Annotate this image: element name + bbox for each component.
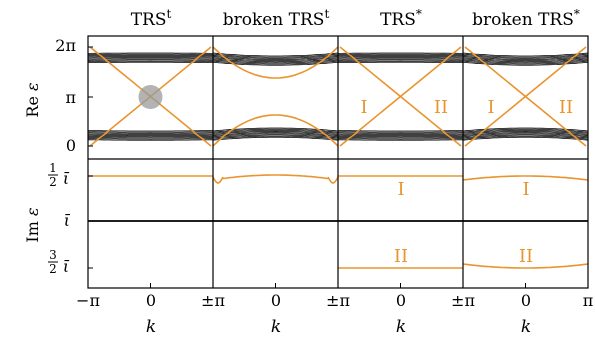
k-axis-label: k bbox=[396, 317, 406, 337]
orange-im-curve bbox=[222, 174, 329, 180]
k-tick-label: ±π bbox=[201, 291, 225, 310]
upper-band-line bbox=[462, 61, 589, 66]
plot-content bbox=[87, 35, 589, 289]
k-axis-label: k bbox=[521, 317, 531, 337]
svg-text:2: 2 bbox=[49, 175, 57, 189]
k-tick-label: ±π bbox=[326, 291, 350, 310]
k-tick-label: 0 bbox=[396, 291, 406, 310]
orange-band-upper bbox=[212, 46, 339, 79]
orange-crossing-line bbox=[464, 46, 587, 147]
lower-band-line bbox=[212, 133, 339, 138]
upper-band-line bbox=[212, 60, 339, 65]
svg-text:1: 1 bbox=[49, 161, 57, 175]
k-tick-label: 0 bbox=[146, 291, 156, 310]
upper-band-line bbox=[462, 52, 589, 57]
im-tick-three-half: 3 2 ῑ bbox=[48, 248, 70, 276]
re-tick-pi: π bbox=[65, 88, 76, 107]
k-axis-label: k bbox=[271, 317, 281, 337]
label-im-II-panel4: II bbox=[519, 246, 533, 267]
lower-band-line bbox=[212, 136, 339, 141]
k-axis-label: k bbox=[146, 317, 156, 337]
panel-title-2: broken TRSt bbox=[223, 7, 330, 30]
upper-band-line bbox=[462, 57, 589, 61]
k-tick-label: 0 bbox=[521, 291, 531, 310]
upper-band-line bbox=[462, 54, 589, 59]
panel-title-1: TRSt bbox=[131, 7, 172, 30]
upper-band-line bbox=[212, 56, 339, 60]
orange-im-curve bbox=[212, 176, 224, 184]
re-axis-label: Re ε bbox=[23, 82, 42, 117]
im-tick-half: 1 2 ῑ bbox=[48, 161, 70, 189]
svg-text:ῑ: ῑ bbox=[63, 257, 70, 276]
label-re-II-panel4: II bbox=[559, 97, 573, 118]
lower-band-line bbox=[212, 134, 339, 139]
orange-band-lower bbox=[212, 114, 339, 147]
lower-band-line bbox=[462, 127, 589, 132]
svg-text:2: 2 bbox=[49, 262, 57, 276]
lower-band-line bbox=[87, 135, 214, 138]
upper-band-line bbox=[212, 59, 339, 64]
lower-band-line bbox=[462, 136, 589, 141]
re-tick-0: 0 bbox=[66, 136, 76, 155]
lower-band-line bbox=[462, 134, 589, 139]
lower-band-line bbox=[462, 133, 589, 138]
lower-band-line bbox=[212, 135, 339, 140]
im-tick-one: ῑ bbox=[64, 211, 71, 230]
k-tick-label: π bbox=[583, 291, 594, 310]
panel-title-4: broken TRS* bbox=[472, 7, 580, 30]
label-im-I-panel4: I bbox=[522, 179, 529, 200]
lower-band-line bbox=[212, 129, 339, 134]
k-tick-label: −π bbox=[76, 291, 100, 310]
im-axis-label: Im ε bbox=[23, 207, 42, 242]
k-tick-label: 0 bbox=[271, 291, 281, 310]
panel-title-3: TRS* bbox=[380, 7, 422, 30]
upper-band-line bbox=[212, 52, 339, 57]
upper-band-line bbox=[212, 54, 339, 59]
label-re-I-panel3: I bbox=[360, 97, 367, 118]
orange-im-ii-curve bbox=[462, 263, 589, 269]
upper-band-line bbox=[462, 58, 589, 63]
lower-band-line bbox=[462, 130, 589, 135]
label-re-I-panel4: I bbox=[487, 97, 494, 118]
lower-band-line bbox=[212, 132, 339, 136]
re-tick-2pi: 2π bbox=[55, 36, 76, 55]
lower-band-line bbox=[462, 129, 589, 134]
upper-band-line bbox=[462, 56, 589, 60]
label-im-II-panel3: II bbox=[394, 246, 408, 267]
lower-band-line bbox=[337, 135, 464, 138]
label-im-I-panel3: I bbox=[397, 179, 404, 200]
lower-band-line bbox=[212, 130, 339, 135]
orange-im-curve bbox=[462, 175, 589, 181]
orange-crossing-line bbox=[339, 46, 462, 147]
upper-band-line bbox=[462, 53, 589, 58]
lower-band-line bbox=[462, 132, 589, 136]
lower-band-line bbox=[462, 135, 589, 140]
upper-band-line bbox=[212, 53, 339, 58]
svg-text:ῑ: ῑ bbox=[63, 169, 70, 188]
k-tick-label: ±π bbox=[451, 291, 475, 310]
upper-band-line bbox=[212, 58, 339, 63]
upper-band-line bbox=[212, 57, 339, 61]
svg-text:3: 3 bbox=[49, 248, 57, 262]
lower-band-line bbox=[212, 128, 339, 133]
orange-im-curve bbox=[327, 176, 339, 184]
crossing-highlight-circle bbox=[138, 85, 163, 109]
label-re-II-panel3: II bbox=[434, 97, 448, 118]
